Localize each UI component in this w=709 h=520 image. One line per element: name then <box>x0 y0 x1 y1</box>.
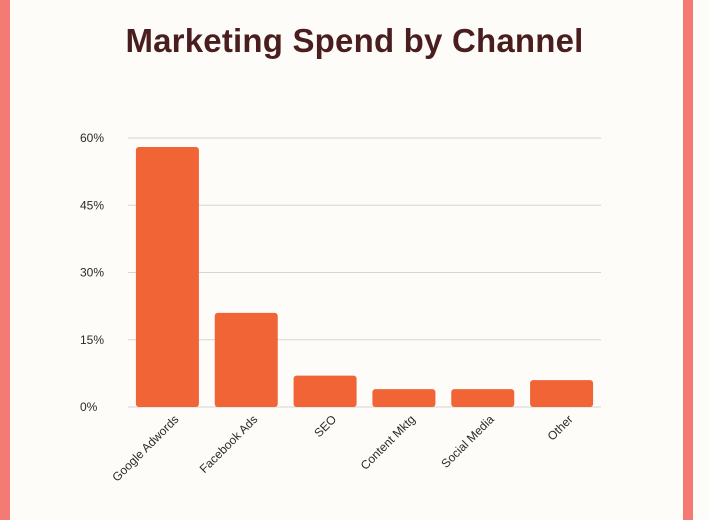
y-tick-label: 15% <box>80 333 104 347</box>
y-tick-label: 45% <box>80 198 104 212</box>
bar <box>530 380 594 407</box>
y-tick-label: 30% <box>80 266 104 280</box>
right-border-stripe <box>683 0 693 520</box>
bar <box>293 375 357 407</box>
x-tick-label: Other <box>545 412 576 443</box>
y-tick-label: 0% <box>80 400 98 414</box>
bar <box>214 312 278 407</box>
bar <box>372 389 436 407</box>
x-tick-label: Google Adwords <box>109 412 181 484</box>
x-tick-label: Content Mktg <box>358 412 418 472</box>
x-tick-label: SEO <box>311 412 339 440</box>
chart-title: Marketing Spend by Channel <box>125 22 584 59</box>
x-tick-label: Social Media <box>438 412 497 471</box>
left-border-stripe <box>0 0 10 520</box>
bar <box>451 389 515 407</box>
y-tick-label: 60% <box>80 131 104 145</box>
bar <box>135 146 199 407</box>
x-tick-label: Facebook Ads <box>197 412 261 476</box>
